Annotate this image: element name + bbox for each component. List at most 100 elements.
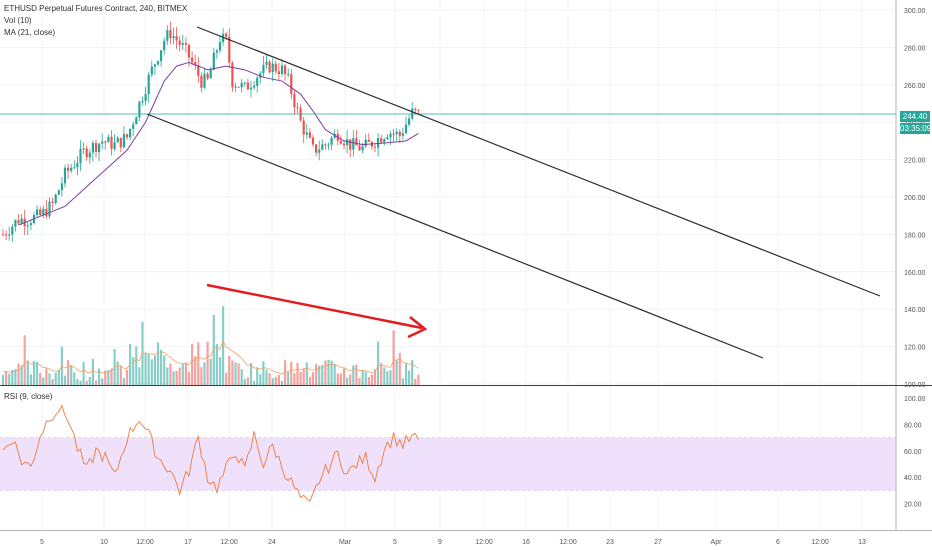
volume-ma-line [2,339,419,375]
rsi-tick-label: 40.00 [904,475,922,482]
candle-body [70,167,73,171]
volume-bar [206,341,209,385]
x-tick-label: Mar [339,539,352,546]
candle-body [98,143,101,153]
x-tick-label: 27 [654,539,662,546]
candle-body [398,131,401,136]
x-tick-label: 6 [776,539,780,546]
candle-body [206,73,209,79]
volume-bar [330,360,333,385]
y-tick-label: 220.00 [904,158,926,165]
volume-bar [284,360,287,385]
candle-body [141,100,144,102]
volume-bar [324,360,327,385]
channel-upper-line[interactable] [196,26,881,297]
candle-body [355,138,358,146]
candle-body [315,144,318,153]
volume-bar [1,374,5,385]
candle-body [85,148,88,158]
volume-bar [63,375,67,385]
volume-bar [11,370,14,385]
candle-body [107,136,110,143]
volume-bar [333,364,336,385]
rsi-legend[interactable]: RSI (9, close) [4,392,53,401]
candle-body [408,118,411,125]
axes [0,0,932,531]
candle-body [209,69,212,79]
candle-body [175,36,178,41]
candle-body [342,143,346,146]
ma-legend[interactable]: MA (21, close) [4,28,56,37]
candle-body [324,144,327,146]
volume-bar [336,373,339,385]
y-axis-labels: 100.00 120.00 140.00 160.00 180.00 200.00 220.… [904,8,926,389]
candle-body [54,194,57,203]
candle-body [349,139,352,150]
volume-down-arrow[interactable] [206,283,428,339]
candle-body [150,66,153,75]
volume-bar [175,370,178,385]
x-tick-label: 16 [522,539,530,546]
volume-bar [249,363,253,385]
candle-body [246,82,249,90]
candle-body [290,74,293,94]
volume-bar [290,361,293,385]
volume-bar [358,378,361,385]
candle-body [404,124,408,134]
candle-body [11,226,14,235]
candle-body [63,167,67,184]
volume-bar [404,363,408,385]
volume-bar [150,359,153,385]
candle-body [166,30,169,41]
volume-bar [225,372,228,385]
candle-body [305,132,308,135]
y-tick-label: 120.00 [904,345,926,352]
volume-bar [197,342,200,385]
candle-body [228,36,231,63]
candle-body [29,223,32,226]
volume-bar [153,355,156,385]
candle-body [116,137,119,143]
volume-bar [209,358,212,385]
channel-lower-line[interactable] [146,113,764,359]
candle-body [132,124,135,129]
y-tick-label: 140.00 [904,307,926,314]
volume-bar [98,368,101,385]
volume-bar [8,373,11,385]
volume-bar [361,369,364,385]
volume-bar [125,369,129,385]
volume-bar [315,364,318,385]
candle-body [259,73,262,78]
volume-bar [73,372,76,385]
candle-body [380,138,383,143]
volume-bar [26,360,29,385]
volume-bar [262,361,265,385]
volume-bar [85,380,88,385]
volume-bar [389,370,392,385]
volume-bar [132,356,135,385]
candle-body [218,42,222,51]
candle-body [153,64,156,67]
volume-bar [144,353,147,385]
volume-bar [293,373,296,385]
volume-bar [51,378,54,385]
candle-body [26,225,29,227]
symbol-title[interactable]: ETHUSD Perpetual Futures Contract, 240, … [4,4,188,13]
y-tick-label: 280.00 [904,45,926,52]
rsi-tick-label: 80.00 [904,422,922,429]
y-tick-label: 260.00 [904,83,926,90]
vol-legend[interactable]: Vol (10) [4,16,32,25]
volume-bar [417,374,420,385]
volume-bar [172,371,175,385]
x-tick-label: 12:00 [136,539,154,546]
candle-body [417,109,420,111]
candle-body [299,108,302,121]
volume-bar [373,369,377,385]
candle-body [321,144,324,150]
candle-body [327,144,330,146]
candle-body [240,83,243,88]
candle-body [389,133,392,138]
candle-body [296,107,299,109]
volume-bar [156,342,160,385]
